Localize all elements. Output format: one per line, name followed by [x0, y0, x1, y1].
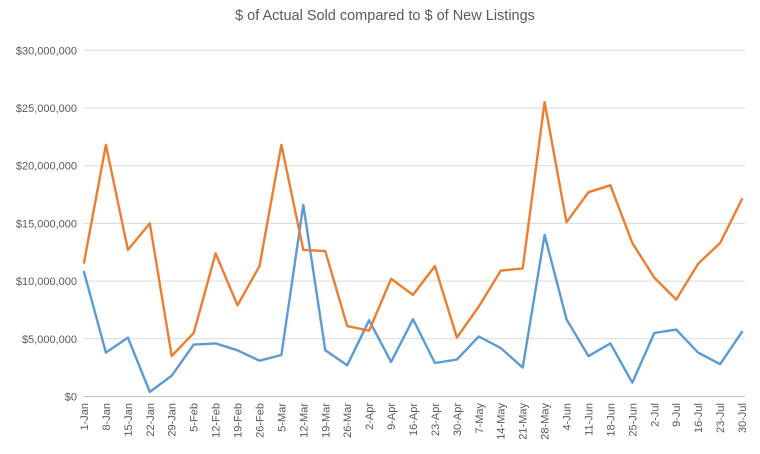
x-tick-label: 23-Apr — [430, 403, 442, 436]
x-tick-label: 2-Apr — [364, 403, 376, 430]
x-tick-label: 19-Mar — [320, 403, 332, 438]
chart-title: $ of Actual Sold compared to $ of New Li… — [235, 8, 535, 24]
x-tick-label: 19-Feb — [233, 403, 245, 438]
x-tick-label: 26-Feb — [254, 403, 266, 438]
x-tick-label: 12-Mar — [298, 403, 310, 438]
y-tick-label: $20,000,000 — [16, 161, 77, 173]
x-tick-label: 16-Apr — [408, 403, 420, 436]
x-tick-label: 25-Jun — [627, 403, 639, 437]
series-line-new-listings — [82, 100, 744, 358]
x-tick-label: 30-Jul — [737, 403, 749, 433]
x-tick-label: 11-Jun — [583, 403, 595, 436]
y-tick-label: $30,000,000 — [16, 45, 77, 57]
x-tick-label: 14-May — [496, 403, 508, 440]
x-tick-label: 5-Feb — [189, 403, 201, 432]
y-tick-label: $15,000,000 — [16, 218, 77, 230]
x-tick-label: 4-Jun — [562, 403, 574, 431]
y-tick-label: $10,000,000 — [16, 276, 77, 288]
x-tick-label: 29-Jan — [167, 403, 179, 437]
y-tick-label: $0 — [65, 392, 77, 404]
x-tick-label: 28-May — [540, 403, 552, 440]
x-tick-label: 9-Jul — [671, 403, 683, 427]
x-tick-label: 23-Jul — [715, 403, 727, 433]
x-tick-label: 15-Jan — [123, 403, 135, 437]
x-tick-label: 8-Jan — [101, 403, 113, 431]
y-tick-label: $25,000,000 — [16, 103, 77, 115]
x-tick-label: 2-Jul — [649, 403, 661, 427]
x-tick-label: 21-May — [518, 403, 530, 440]
x-tick-label: 30-Apr — [452, 403, 464, 436]
x-tick-label: 18-Jun — [605, 403, 617, 437]
x-tick-label: 22-Jan — [145, 403, 157, 437]
series-line-actual-sold — [82, 203, 744, 394]
x-tick-label: 12-Feb — [211, 403, 223, 438]
x-tick-label: 16-Jul — [693, 403, 705, 433]
x-tick-label: 26-Mar — [342, 403, 354, 438]
x-tick-label: 9-Apr — [386, 403, 398, 430]
x-tick-label: 5-Mar — [276, 403, 288, 432]
x-tick-label: 7-May — [474, 403, 486, 434]
x-tick-label: 1-Jan — [79, 403, 91, 431]
y-tick-label: $5,000,000 — [22, 334, 77, 346]
